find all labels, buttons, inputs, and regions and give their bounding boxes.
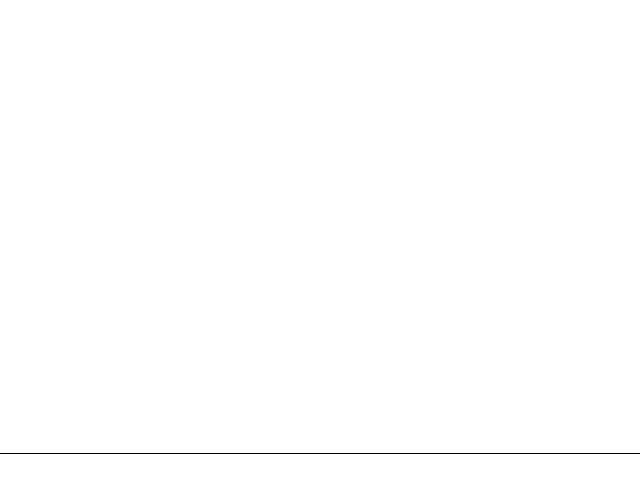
footer-divider xyxy=(0,453,640,454)
